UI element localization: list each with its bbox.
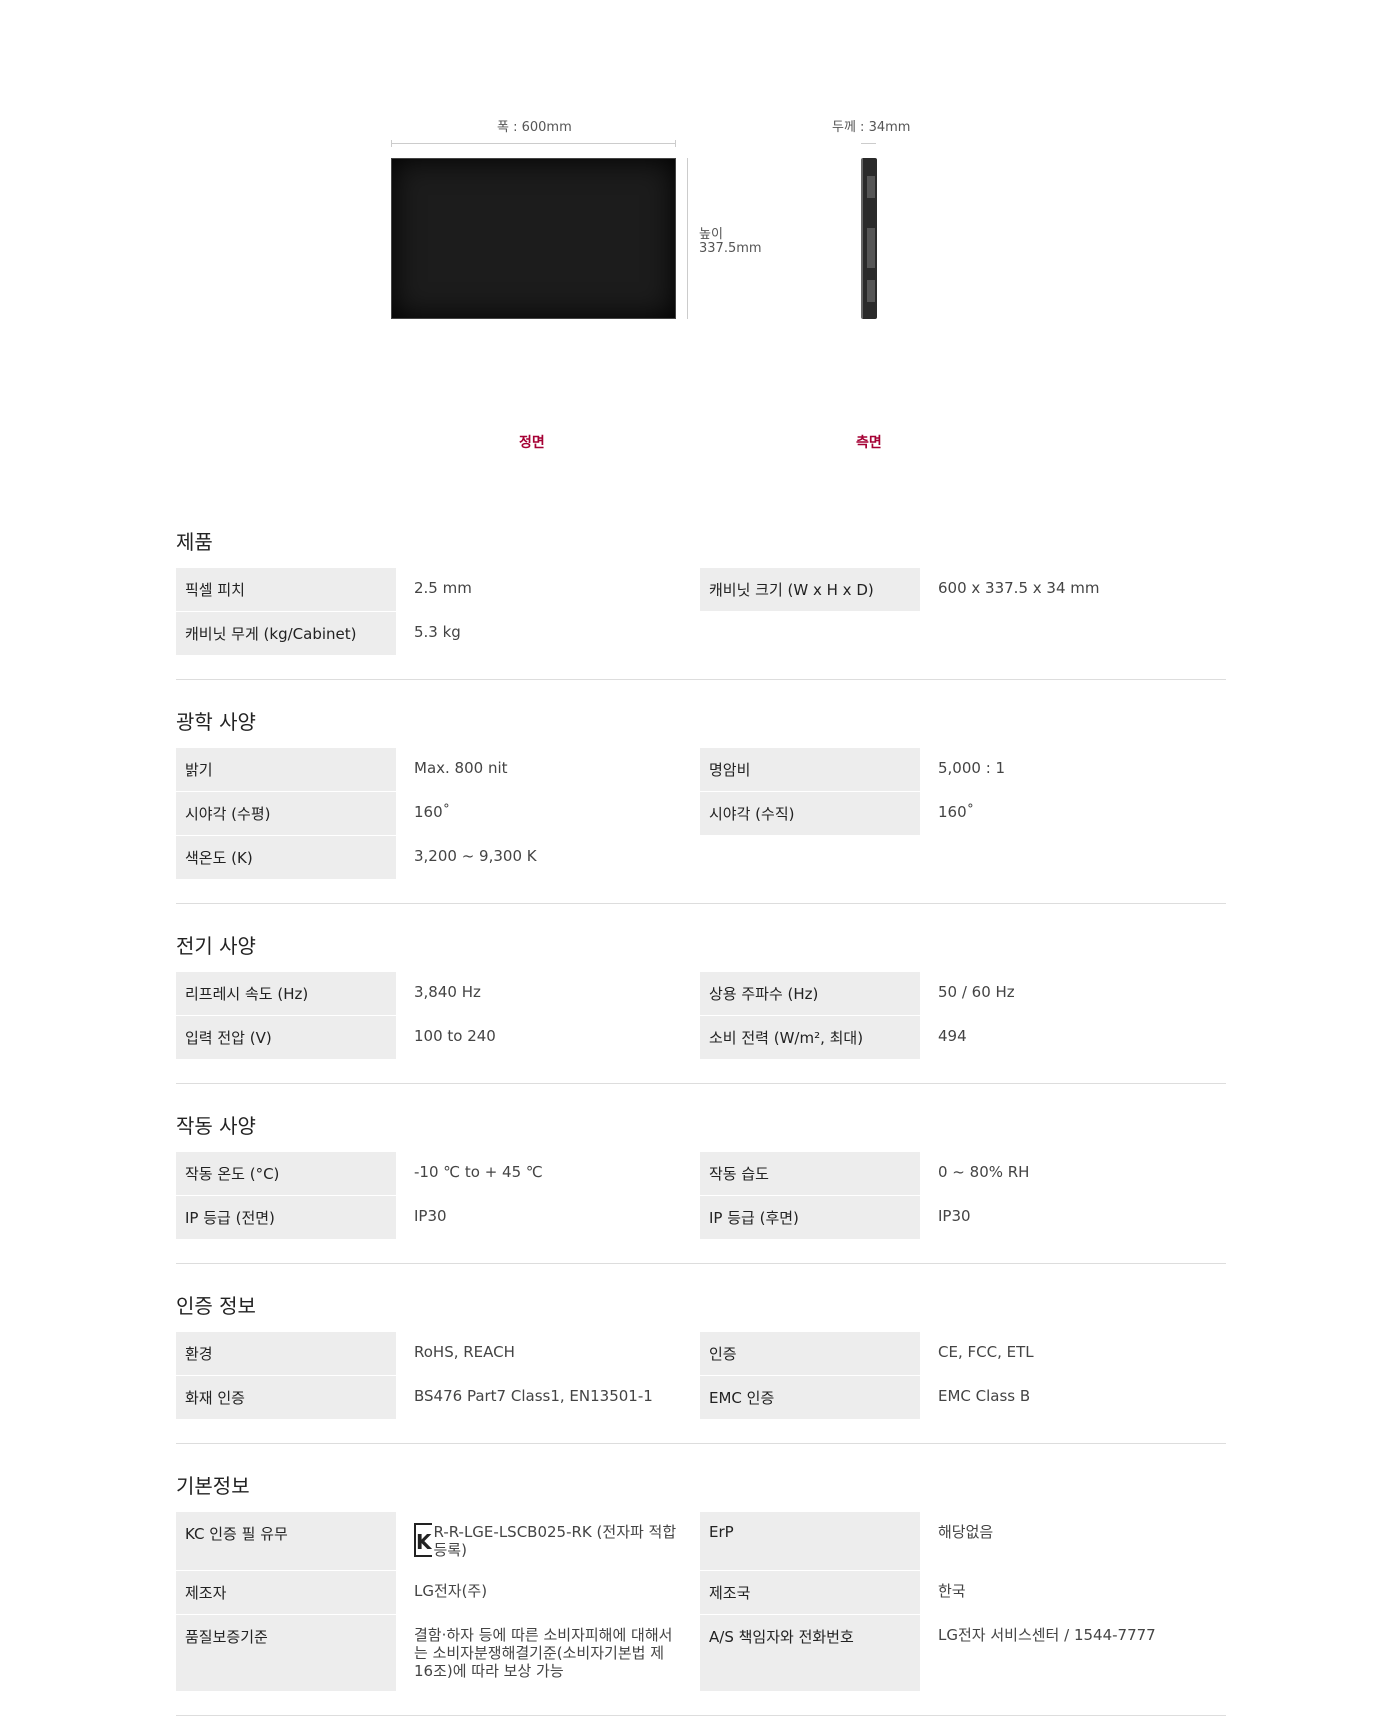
empty-cell [920, 612, 1226, 655]
section-title: 인증 정보 [176, 1294, 256, 1318]
empty-cell [700, 612, 920, 655]
spec-value: 2.5 mm [414, 579, 472, 597]
spec-label: 캐비닛 무게 (kg/Cabinet) [176, 612, 396, 655]
spec-label: 화재 인증 [176, 1376, 396, 1419]
empty-cell [920, 836, 1226, 879]
empty-cell [700, 836, 920, 879]
spec-label: EMC 인증 [700, 1376, 920, 1419]
spec-label: 제조국 [700, 1571, 920, 1614]
spec-value: 한국 [938, 1582, 966, 1600]
spec-table: 작동 온도 (°C) -10 ℃ to + 45 ℃ 작동 습도 0 ~ 80% RH… [176, 1152, 1226, 1239]
spec-value: 결함·하자 등에 따른 소비자피해에 대해서는 소비자분쟁해결기준(소비자기본법… [414, 1626, 673, 1680]
product-dimension-diagram: 폭 : 600mm 높이 337.5mm 두께 : 34mm 정면 측면 [0, 0, 1400, 470]
spec-value: CE, FCC, ETL [938, 1343, 1034, 1361]
height-value: 337.5mm [699, 241, 762, 256]
front-view-image [391, 158, 676, 319]
spec-value: Max. 800 nit [414, 759, 508, 777]
spec-label: 인증 [700, 1332, 920, 1375]
spec-label: IP 등급 (전면) [176, 1196, 396, 1239]
depth-dimension-line [861, 143, 876, 144]
spec-label: 작동 습도 [700, 1152, 920, 1195]
spec-value: 600 x 337.5 x 34 mm [938, 579, 1100, 597]
spec-label: A/S 책임자와 전화번호 [700, 1615, 920, 1691]
section-title: 제품 [176, 530, 213, 554]
spec-value: IP30 [414, 1207, 447, 1225]
spec-label: 리프레시 속도 (Hz) [176, 972, 396, 1015]
spec-value: EMC Class B [938, 1387, 1031, 1405]
spec-value: 3,840 Hz [414, 983, 481, 1001]
side-caption: 측면 [856, 435, 882, 451]
width-label: 폭 : 600mm [497, 120, 572, 135]
spec-value: 100 to 240 [414, 1027, 496, 1045]
spec-section: 기본정보 KC 인증 필 유무 K R-R-LGE-LSCB025-RK (전자파 적… [176, 1444, 1226, 1716]
spec-label: 제조자 [176, 1571, 396, 1614]
spec-label: KC 인증 필 유무 [176, 1512, 396, 1570]
spec-label: 품질보증기준 [176, 1615, 396, 1691]
spec-value: 0 ~ 80% RH [938, 1163, 1030, 1181]
spec-label: 환경 [176, 1332, 396, 1375]
spec-label: 상용 주파수 (Hz) [700, 972, 920, 1015]
kc-registration-text: R-R-LGE-LSCB025-RK (전자파 적합등록) [433, 1523, 677, 1559]
spec-value: 50 / 60 Hz [938, 983, 1015, 1001]
spec-label: 시야각 (수직) [700, 792, 920, 835]
spec-value: K R-R-LGE-LSCB025-RK (전자파 적합등록) [396, 1512, 700, 1570]
side-view-image [861, 158, 877, 319]
spec-table: 리프레시 속도 (Hz) 3,840 Hz 상용 주파수 (Hz) 50 / 60 H… [176, 972, 1226, 1059]
spec-value: IP30 [938, 1207, 971, 1225]
height-label: 높이 [699, 227, 723, 242]
spec-value: 160˚ [414, 803, 451, 821]
front-caption: 정면 [519, 435, 545, 451]
section-title: 전기 사양 [176, 934, 256, 958]
spec-value: 5,000 : 1 [938, 759, 1006, 777]
spec-value: BS476 Part7 Class1, EN13501-1 [414, 1387, 653, 1405]
spec-label: 소비 전력 (W/m², 최대) [700, 1016, 920, 1059]
spec-value: RoHS, REACH [414, 1343, 515, 1361]
spec-label: 작동 온도 (°C) [176, 1152, 396, 1195]
height-dimension-line [687, 158, 688, 319]
width-dimension-line [391, 140, 676, 147]
spec-label: 색온도 (K) [176, 836, 396, 879]
section-title: 작동 사양 [176, 1114, 256, 1138]
spec-label: 밝기 [176, 748, 396, 791]
spec-value: 160˚ [938, 803, 975, 821]
spec-label: 명암비 [700, 748, 920, 791]
spec-table: 픽셀 피치 2.5 mm 캐비닛 크기 (W x H x D) 600 x 337.5… [176, 568, 1226, 655]
spec-value: -10 ℃ to + 45 ℃ [414, 1163, 543, 1181]
spec-value: LG전자(주) [414, 1582, 488, 1600]
spec-table: 환경 RoHS, REACH 인증 CE, FCC, ETL 화재 인증 BS476 Pa… [176, 1332, 1226, 1419]
spec-value: 3,200 ~ 9,300 K [414, 847, 537, 865]
spec-label: 시야각 (수평) [176, 792, 396, 835]
spec-label: 캐비닛 크기 (W x H x D) [700, 568, 920, 611]
depth-label: 두께 : 34mm [832, 120, 911, 135]
kc-mark-icon: K [414, 1523, 432, 1557]
spec-label: IP 등급 (후면) [700, 1196, 920, 1239]
spec-value: 494 [938, 1027, 967, 1045]
spec-table: KC 인증 필 유무 K R-R-LGE-LSCB025-RK (전자파 적합등록)… [176, 1512, 1226, 1691]
spec-table: 밝기 Max. 800 nit 명암비 5,000 : 1 시야각 (수평) 160˚ 시야… [176, 748, 1226, 879]
section-title: 광학 사양 [176, 710, 256, 734]
spec-label: ErP [700, 1512, 920, 1570]
spec-label: 입력 전압 (V) [176, 1016, 396, 1059]
spec-value: LG전자 서비스센터 / 1544-7777 [938, 1626, 1156, 1644]
spec-value: 5.3 kg [414, 623, 461, 641]
spec-value: 해당없음 [938, 1523, 994, 1541]
section-title: 기본정보 [176, 1474, 250, 1498]
spec-label: 픽셀 피치 [176, 568, 396, 611]
